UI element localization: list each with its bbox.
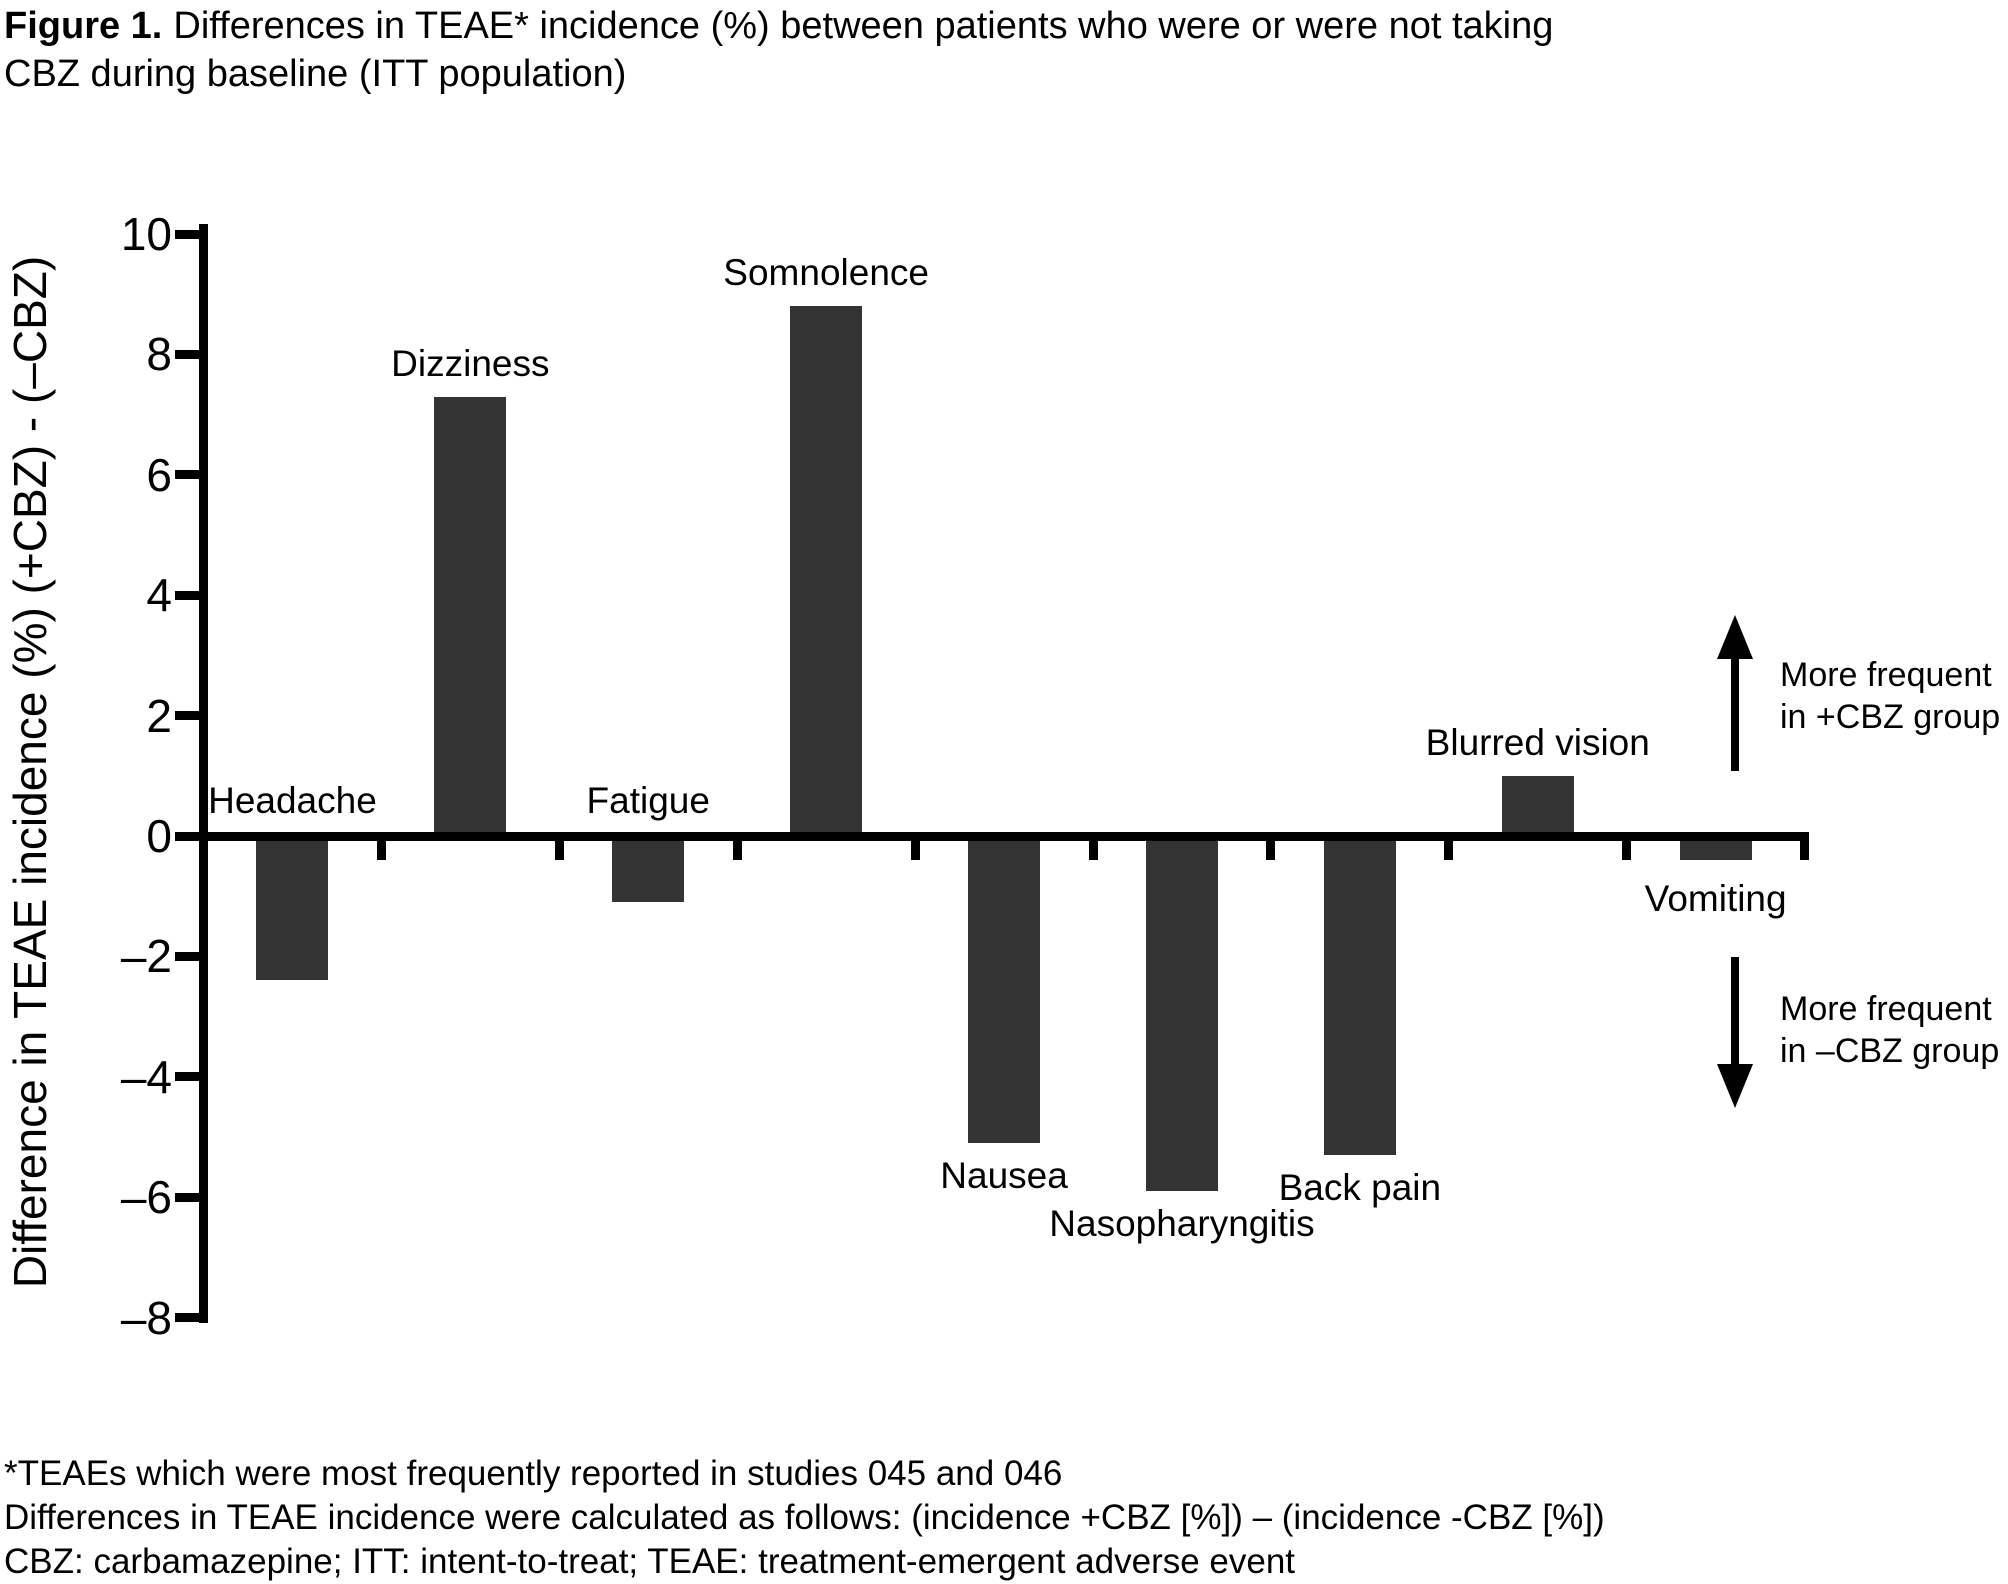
y-tick-label-neg6: –6 [120, 1171, 172, 1224]
category-label-fatigue: Fatigue [586, 780, 710, 821]
footnote-2: Differences in TEAE incidence were calcu… [4, 1498, 1605, 1537]
annotation-up-line1: More frequent [1780, 656, 1992, 694]
bar-blurred-vision [1501, 775, 1574, 836]
bar-somnolence [790, 306, 863, 836]
category-label-nausea: Nausea [940, 1155, 1068, 1197]
y-tick-label-0: 0 [146, 810, 172, 862]
category-label-somnolence: Somnolence [723, 252, 929, 294]
annotation-up-line2: in +CBZ group [1780, 698, 2001, 736]
y-axis-tick-0 [175, 831, 203, 841]
figure-title: Figure 1. Differences in TEAE* incidence … [4, 2, 1553, 98]
y-tick-label-8: 8 [146, 328, 172, 381]
y-tick-label-neg8: –8 [120, 1291, 172, 1344]
figure-title-line2: CBZ during baseline (ITT population) [4, 53, 627, 95]
y-axis-tick-neg6 [175, 1192, 203, 1202]
y-tick-label-neg4: –4 [120, 1050, 172, 1103]
category-label-vomiting: Vomiting [1644, 878, 1787, 919]
category-label-dizziness: Dizziness [391, 342, 550, 384]
bar-nausea [968, 836, 1041, 1144]
bar-fatigue [612, 836, 685, 903]
y-axis-tick-neg4 [175, 1072, 203, 1082]
category-label-nasopharyngitis: Nasopharyngitis [1049, 1203, 1315, 1245]
category-label-back-pain: Back pain [1278, 1167, 1442, 1209]
annotation-down-line2: in –CBZ group [1780, 1032, 2000, 1070]
y-axis-line [199, 224, 208, 1323]
y-axis-tick-4 [175, 590, 203, 600]
category-label-headache: Headache [208, 780, 377, 821]
bar-nasopharyngitis [1145, 836, 1218, 1192]
x-axis-tick-8 [1622, 840, 1632, 860]
y-axis-tick-2 [175, 711, 203, 721]
x-axis-tick-6 [1266, 840, 1276, 860]
up-arrow-shaft [1731, 652, 1739, 771]
figure-label: Figure 1. [4, 5, 163, 47]
bar-headache [256, 836, 329, 981]
y-axis-tick-neg2 [175, 951, 203, 961]
annotation-down-line1: More frequent [1780, 990, 1992, 1028]
bar-back-pain [1323, 836, 1396, 1156]
x-axis-tick-5 [1088, 840, 1098, 860]
category-label-blurred-vision: Blurred vision [1425, 721, 1650, 763]
x-axis-tick-1 [376, 840, 386, 860]
x-axis-tick-7 [1444, 840, 1454, 860]
y-tick-label-10: 10 [120, 208, 172, 260]
x-axis-line [199, 831, 1809, 841]
down-arrow-icon [1717, 1064, 1753, 1108]
x-axis-tick-3 [732, 840, 742, 860]
annotation-more-frequent-plus-cbz: More frequent in +CBZ group [1780, 654, 2000, 738]
y-tick-label-4: 4 [146, 569, 172, 622]
x-axis-end-tick [1800, 840, 1810, 860]
y-axis-tick-6 [175, 470, 203, 480]
y-tick-label-neg2: –2 [120, 930, 172, 983]
figure-title-text: Differences in TEAE* incidence (%) betwe… [173, 5, 1554, 47]
y-tick-label-6: 6 [146, 448, 172, 501]
y-axis-tick-neg8 [175, 1313, 203, 1323]
up-arrow-icon [1717, 615, 1753, 659]
figure-title-line1: Figure 1. Differences in TEAE* incidence … [4, 2, 1553, 50]
y-tick-label-2: 2 [146, 689, 172, 742]
x-axis-tick-4 [910, 840, 920, 860]
annotation-more-frequent-minus-cbz: More frequent in –CBZ group [1780, 988, 1999, 1072]
x-axis-tick-2 [554, 840, 564, 860]
y-axis-tick-8 [175, 349, 203, 359]
bar-dizziness [434, 396, 507, 836]
footnotes: *TEAEs which were most frequently report… [4, 1452, 1605, 1584]
footnote-1: *TEAEs which were most frequently report… [4, 1454, 1063, 1493]
footnote-3: CBZ: carbamazepine; ITT: intent-to-treat… [4, 1542, 1296, 1581]
y-axis-tick-10 [175, 229, 203, 239]
down-arrow-shaft [1731, 957, 1739, 1067]
